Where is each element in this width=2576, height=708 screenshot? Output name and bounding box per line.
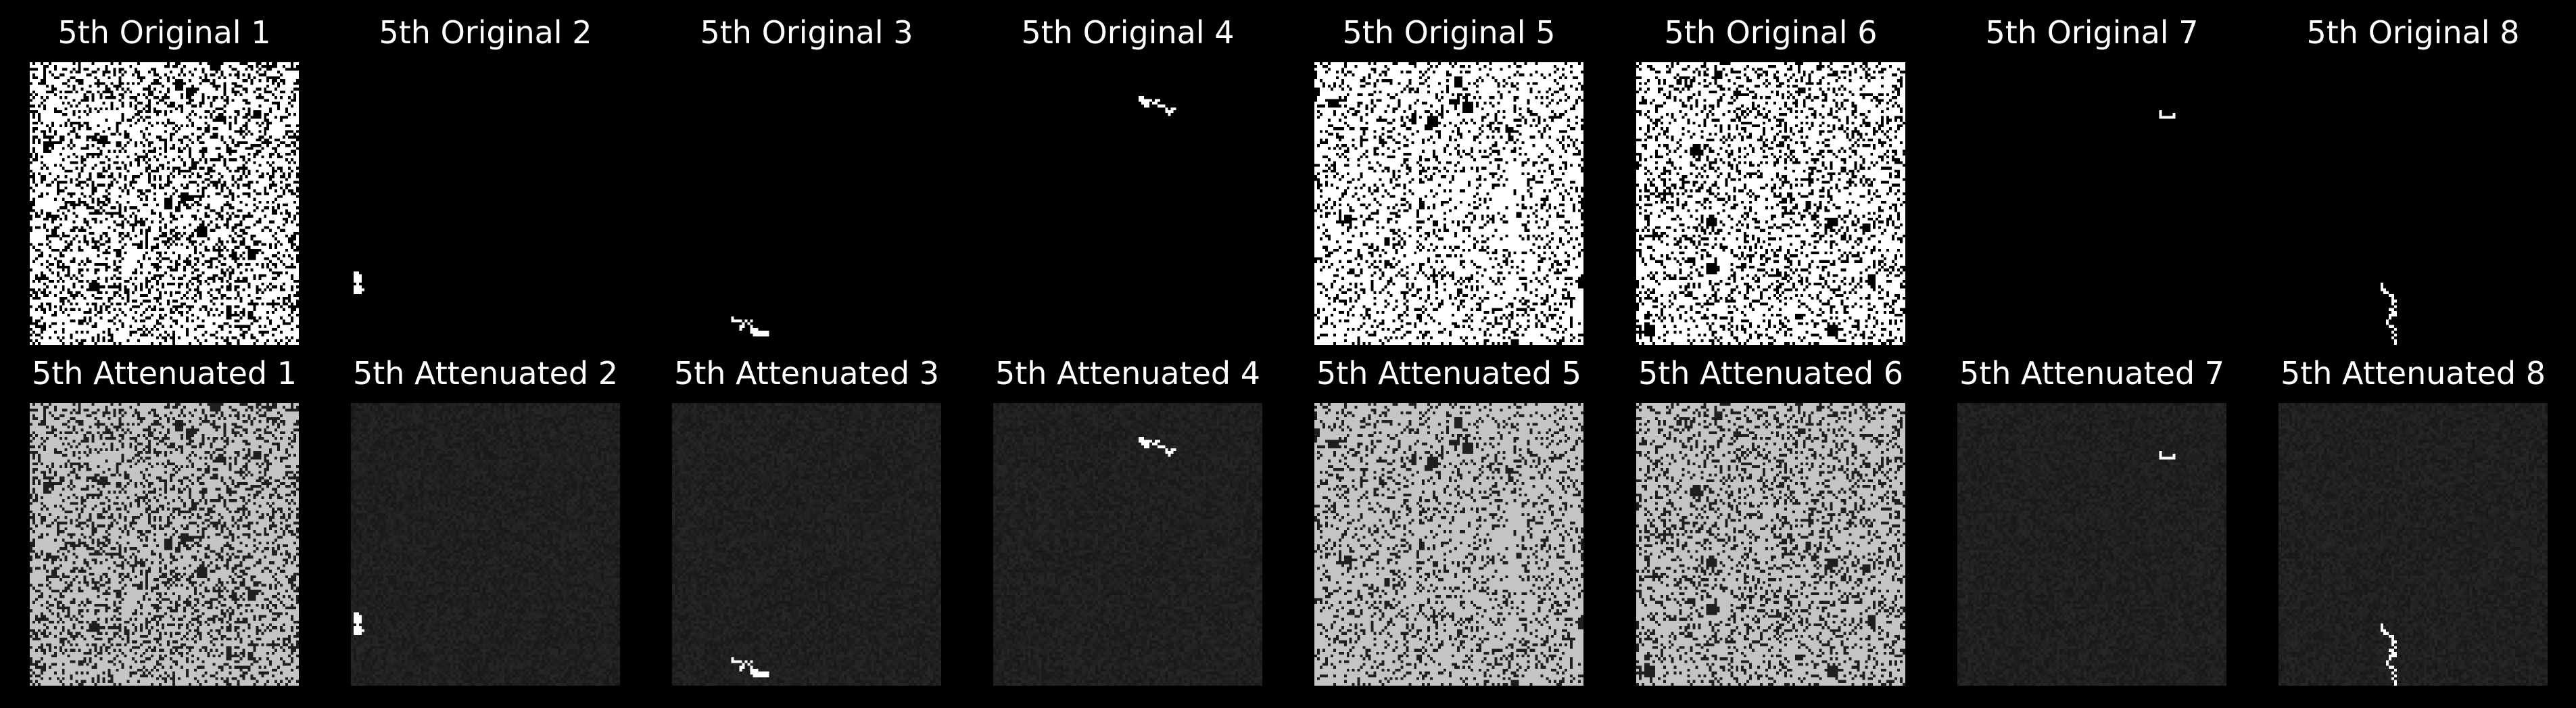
- panel-title-original-7: 5th Original 7: [1985, 14, 2199, 51]
- panel-image-attenuated-8: [2279, 403, 2548, 686]
- panel-title-attenuated-2: 5th Attenuated 2: [352, 355, 619, 392]
- panel-title-original-1: 5th Original 1: [57, 14, 271, 51]
- panel-image-attenuated-5: [1314, 403, 1583, 686]
- panel-canvas-original-4: [993, 62, 1262, 345]
- panel-image-original-3: [672, 62, 941, 345]
- panel-canvas-original-5: [1314, 62, 1583, 345]
- panel-canvas-attenuated-1: [30, 403, 299, 686]
- panel-title-attenuated-3: 5th Attenuated 3: [673, 355, 940, 392]
- panel-image-original-6: [1636, 62, 1905, 345]
- panel-image-original-8: [2279, 62, 2548, 345]
- panel-image-original-4: [993, 62, 1262, 345]
- panel-title-attenuated-5: 5th Attenuated 5: [1316, 355, 1582, 392]
- panel-canvas-attenuated-4: [993, 403, 1262, 686]
- panel-title-original-8: 5th Original 8: [2306, 14, 2520, 51]
- panel-canvas-attenuated-2: [351, 403, 620, 686]
- panel-canvas-original-2: [351, 62, 620, 345]
- panel-image-original-5: [1314, 62, 1583, 345]
- panel-canvas-original-3: [672, 62, 941, 345]
- panel-canvas-original-6: [1636, 62, 1905, 345]
- panel-title-attenuated-1: 5th Attenuated 1: [31, 355, 297, 392]
- panel-title-original-6: 5th Original 6: [1664, 14, 1878, 51]
- panel-canvas-attenuated-6: [1636, 403, 1905, 686]
- panel-canvas-attenuated-7: [1957, 403, 2226, 686]
- panel-title-attenuated-6: 5th Attenuated 6: [1638, 355, 1904, 392]
- panel-canvas-original-1: [30, 62, 299, 345]
- panel-title-attenuated-4: 5th Attenuated 4: [995, 355, 1261, 392]
- panel-image-attenuated-7: [1957, 403, 2226, 686]
- panel-image-attenuated-6: [1636, 403, 1905, 686]
- panel-image-attenuated-2: [351, 403, 620, 686]
- panel-canvas-original-7: [1957, 62, 2226, 345]
- panel-image-attenuated-3: [672, 403, 941, 686]
- panel-image-attenuated-1: [30, 403, 299, 686]
- panel-canvas-attenuated-3: [672, 403, 941, 686]
- panel-title-original-3: 5th Original 3: [700, 14, 913, 51]
- panel-canvas-attenuated-5: [1314, 403, 1583, 686]
- panel-image-original-7: [1957, 62, 2226, 345]
- panel-image-original-2: [351, 62, 620, 345]
- panel-title-original-4: 5th Original 4: [1021, 14, 1235, 51]
- panel-canvas-attenuated-8: [2279, 403, 2548, 686]
- panel-title-attenuated-8: 5th Attenuated 8: [2280, 355, 2546, 392]
- panel-canvas-original-8: [2279, 62, 2548, 345]
- panel-image-original-1: [30, 62, 299, 345]
- panel-title-attenuated-7: 5th Attenuated 7: [1959, 355, 2225, 392]
- panel-image-attenuated-4: [993, 403, 1262, 686]
- panel-title-original-5: 5th Original 5: [1342, 14, 1556, 51]
- panel-title-original-2: 5th Original 2: [379, 14, 592, 51]
